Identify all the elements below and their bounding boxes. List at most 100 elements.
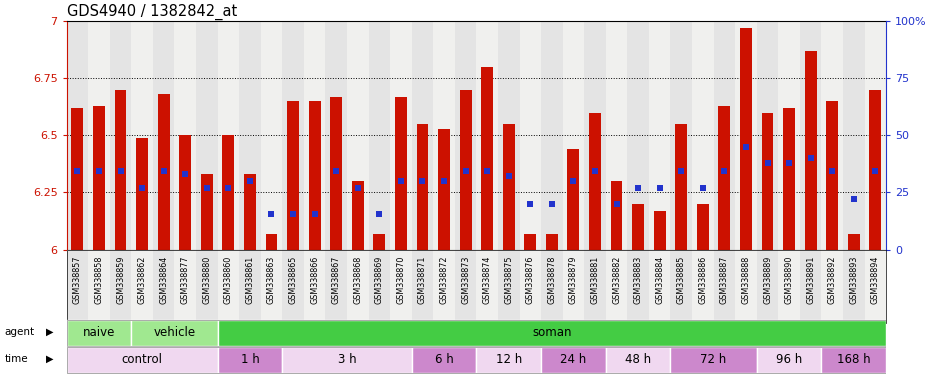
Bar xyxy=(627,21,649,250)
Text: 24 h: 24 h xyxy=(561,353,586,366)
Bar xyxy=(67,250,88,323)
Text: GSM338893: GSM338893 xyxy=(849,255,858,304)
Bar xyxy=(562,250,585,323)
Bar xyxy=(800,250,821,323)
Bar xyxy=(131,250,153,323)
Bar xyxy=(88,250,110,323)
Bar xyxy=(546,233,558,250)
Text: agent: agent xyxy=(5,327,35,337)
Bar xyxy=(476,250,498,323)
Point xyxy=(760,160,775,166)
Bar xyxy=(326,21,347,250)
Text: GSM338876: GSM338876 xyxy=(525,255,535,304)
Point xyxy=(113,168,128,174)
Bar xyxy=(757,21,778,250)
Point xyxy=(803,155,818,161)
Bar xyxy=(282,250,303,323)
Bar xyxy=(240,21,261,250)
Bar xyxy=(606,250,627,323)
Bar xyxy=(735,250,757,323)
Bar xyxy=(175,250,196,323)
Point xyxy=(738,144,753,150)
Bar xyxy=(240,250,261,323)
Text: GDS4940 / 1382842_at: GDS4940 / 1382842_at xyxy=(67,4,237,20)
Bar xyxy=(67,21,88,250)
Text: GSM338868: GSM338868 xyxy=(353,255,363,304)
Bar xyxy=(201,174,213,250)
Text: GSM338880: GSM338880 xyxy=(203,255,211,304)
Bar xyxy=(131,320,217,346)
Bar xyxy=(71,108,83,250)
Bar xyxy=(692,21,713,250)
Bar xyxy=(541,347,606,373)
Text: GSM338889: GSM338889 xyxy=(763,255,772,304)
Bar xyxy=(761,113,773,250)
Bar xyxy=(179,135,191,250)
Bar xyxy=(217,250,240,323)
Text: GSM338891: GSM338891 xyxy=(807,255,815,304)
Text: GSM338870: GSM338870 xyxy=(397,255,405,304)
Bar xyxy=(217,21,240,250)
Bar xyxy=(671,347,757,373)
Text: GSM338869: GSM338869 xyxy=(375,255,384,304)
Bar xyxy=(606,21,627,250)
Bar xyxy=(805,51,817,250)
Bar xyxy=(390,250,412,323)
Bar xyxy=(455,250,476,323)
Point xyxy=(825,168,840,174)
Point xyxy=(328,168,343,174)
Text: GSM338866: GSM338866 xyxy=(310,255,319,304)
Text: GSM338875: GSM338875 xyxy=(504,255,513,304)
Text: GSM338884: GSM338884 xyxy=(655,255,664,304)
Text: GSM338864: GSM338864 xyxy=(159,255,168,304)
Text: GSM338885: GSM338885 xyxy=(677,255,685,304)
Bar xyxy=(568,149,579,250)
Bar xyxy=(368,250,390,323)
Bar xyxy=(217,347,282,373)
Text: 72 h: 72 h xyxy=(700,353,727,366)
Bar xyxy=(520,250,541,323)
Bar xyxy=(175,21,196,250)
Text: 3 h: 3 h xyxy=(338,353,356,366)
Point xyxy=(242,178,257,184)
Bar xyxy=(433,21,455,250)
Bar xyxy=(93,106,105,250)
Text: GSM338859: GSM338859 xyxy=(116,255,125,304)
Bar xyxy=(870,89,882,250)
Point xyxy=(70,168,85,174)
Point xyxy=(587,168,602,174)
Point xyxy=(200,185,215,191)
Bar xyxy=(88,21,110,250)
Bar xyxy=(136,137,148,250)
Bar xyxy=(158,94,169,250)
Bar xyxy=(649,21,671,250)
Bar xyxy=(692,250,713,323)
Bar xyxy=(395,96,407,250)
Text: GSM338872: GSM338872 xyxy=(439,255,449,304)
Bar xyxy=(481,67,493,250)
Point xyxy=(610,201,624,207)
Point xyxy=(545,201,560,207)
Point xyxy=(566,178,581,184)
Bar xyxy=(110,250,131,323)
Bar xyxy=(347,250,368,323)
Bar xyxy=(697,204,709,250)
Point xyxy=(717,168,732,174)
Bar xyxy=(67,347,217,373)
Bar xyxy=(778,21,800,250)
Bar xyxy=(412,250,433,323)
Bar xyxy=(261,21,282,250)
Point xyxy=(631,185,646,191)
Text: 1 h: 1 h xyxy=(240,353,259,366)
Bar xyxy=(800,21,821,250)
Text: GSM338860: GSM338860 xyxy=(224,255,233,304)
Bar xyxy=(826,101,838,250)
Point xyxy=(393,178,408,184)
Bar xyxy=(352,181,364,250)
Bar xyxy=(671,21,692,250)
Text: GSM338878: GSM338878 xyxy=(548,255,556,304)
Bar xyxy=(821,347,886,373)
Bar xyxy=(541,21,562,250)
Bar xyxy=(368,21,390,250)
Text: GSM338883: GSM338883 xyxy=(634,255,643,304)
